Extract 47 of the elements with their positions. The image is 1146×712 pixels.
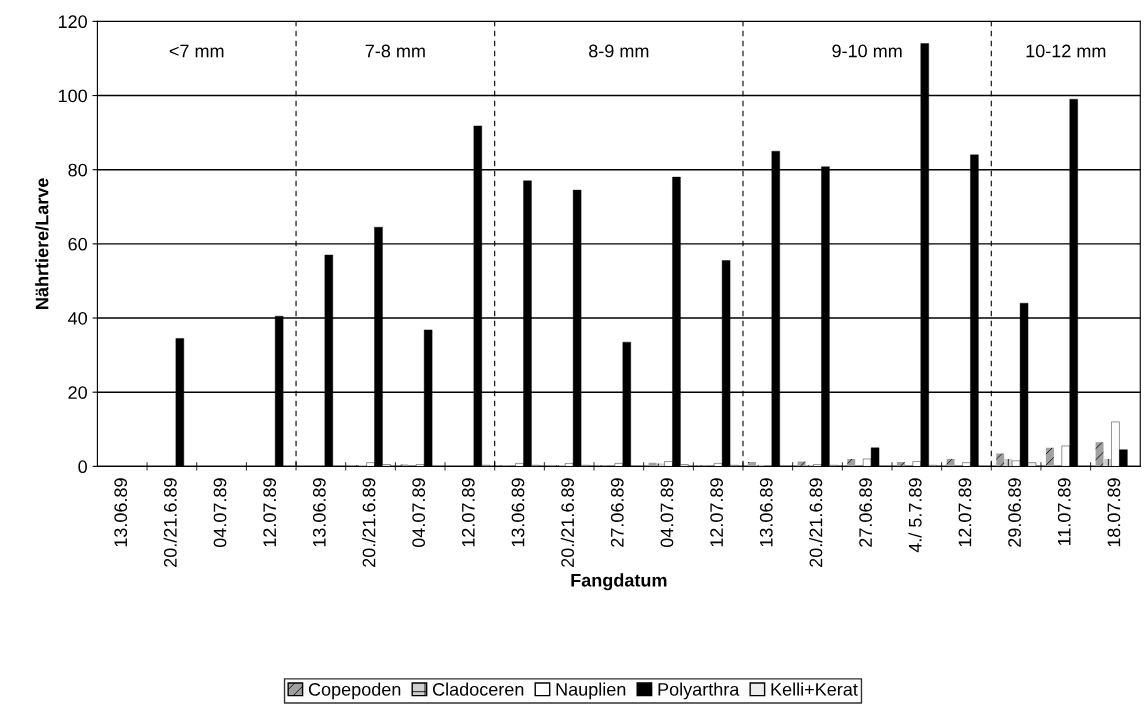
- x-tick-label: 11.07.89: [1057, 478, 1071, 546]
- annotation: <7 mm: [169, 44, 224, 58]
- y-tick-label: 40: [68, 311, 87, 325]
- legend-label: Polyarthra: [658, 682, 740, 700]
- x-tick-label: 12.07.89: [958, 478, 972, 547]
- x-axis-title: Fangdatum: [571, 573, 667, 591]
- annotation: 8-9 mm: [589, 44, 649, 58]
- y-tick-label: 120: [58, 15, 87, 29]
- x-tick-label: 12.07.89: [263, 478, 277, 547]
- annotation: 9-10 mm: [832, 44, 902, 58]
- x-tick-label: 12.07.89: [461, 478, 475, 547]
- y-tick-label: 80: [68, 163, 87, 177]
- bar: [847, 458, 856, 467]
- x-tick-label: 4./ 5.7.89: [908, 478, 922, 553]
- x-tick-label: 27.06.89: [610, 478, 624, 547]
- x-tick-label: 04.07.89: [213, 478, 227, 548]
- bar: [1045, 447, 1054, 467]
- x-tick-label: 12.07.89: [710, 478, 724, 547]
- bar: [896, 461, 905, 467]
- y-tick-label: 60: [68, 237, 87, 251]
- x-tick-label: 20./21.6.89: [163, 478, 177, 567]
- annotation: 7-8 mm: [365, 44, 425, 58]
- x-tick-label: 27.06.89: [859, 478, 872, 547]
- x-tick-label: 13.06.89: [759, 478, 773, 547]
- x-tick-label: 20./21.6.89: [809, 478, 823, 567]
- y-tick-label: 20: [68, 386, 87, 399]
- x-tick-label: 20./21.6.89: [560, 478, 575, 567]
- annotation: 10-12 mm: [1026, 44, 1106, 58]
- bar: [747, 461, 756, 467]
- x-tick-label: 18.07.89: [1107, 478, 1121, 547]
- x-tick-label: 13.06.89: [312, 478, 326, 547]
- bar: [1095, 442, 1104, 467]
- x-tick-label: 04.07.89: [660, 478, 674, 548]
- legend-label: Copepoden: [308, 682, 401, 700]
- y-axis-title: Nährtiere/Larve: [35, 178, 49, 309]
- x-tick-label: 04.07.89: [412, 478, 426, 548]
- x-tick-label: 13.06.89: [114, 478, 128, 547]
- bar: [946, 458, 955, 467]
- y-tick-label: 0: [78, 460, 87, 474]
- legend-label: Cladoceren: [432, 682, 524, 696]
- x-tick-label: 29.06.89: [1008, 478, 1021, 547]
- bar: [996, 453, 1005, 467]
- legend-label: Kelli+Kerat: [771, 682, 858, 696]
- x-tick-label: 13.06.89: [511, 478, 525, 547]
- x-tick-label: 20./21.6.89: [362, 478, 376, 567]
- y-tick-label: 100: [58, 89, 87, 103]
- legend-label: Nauplien: [556, 682, 626, 700]
